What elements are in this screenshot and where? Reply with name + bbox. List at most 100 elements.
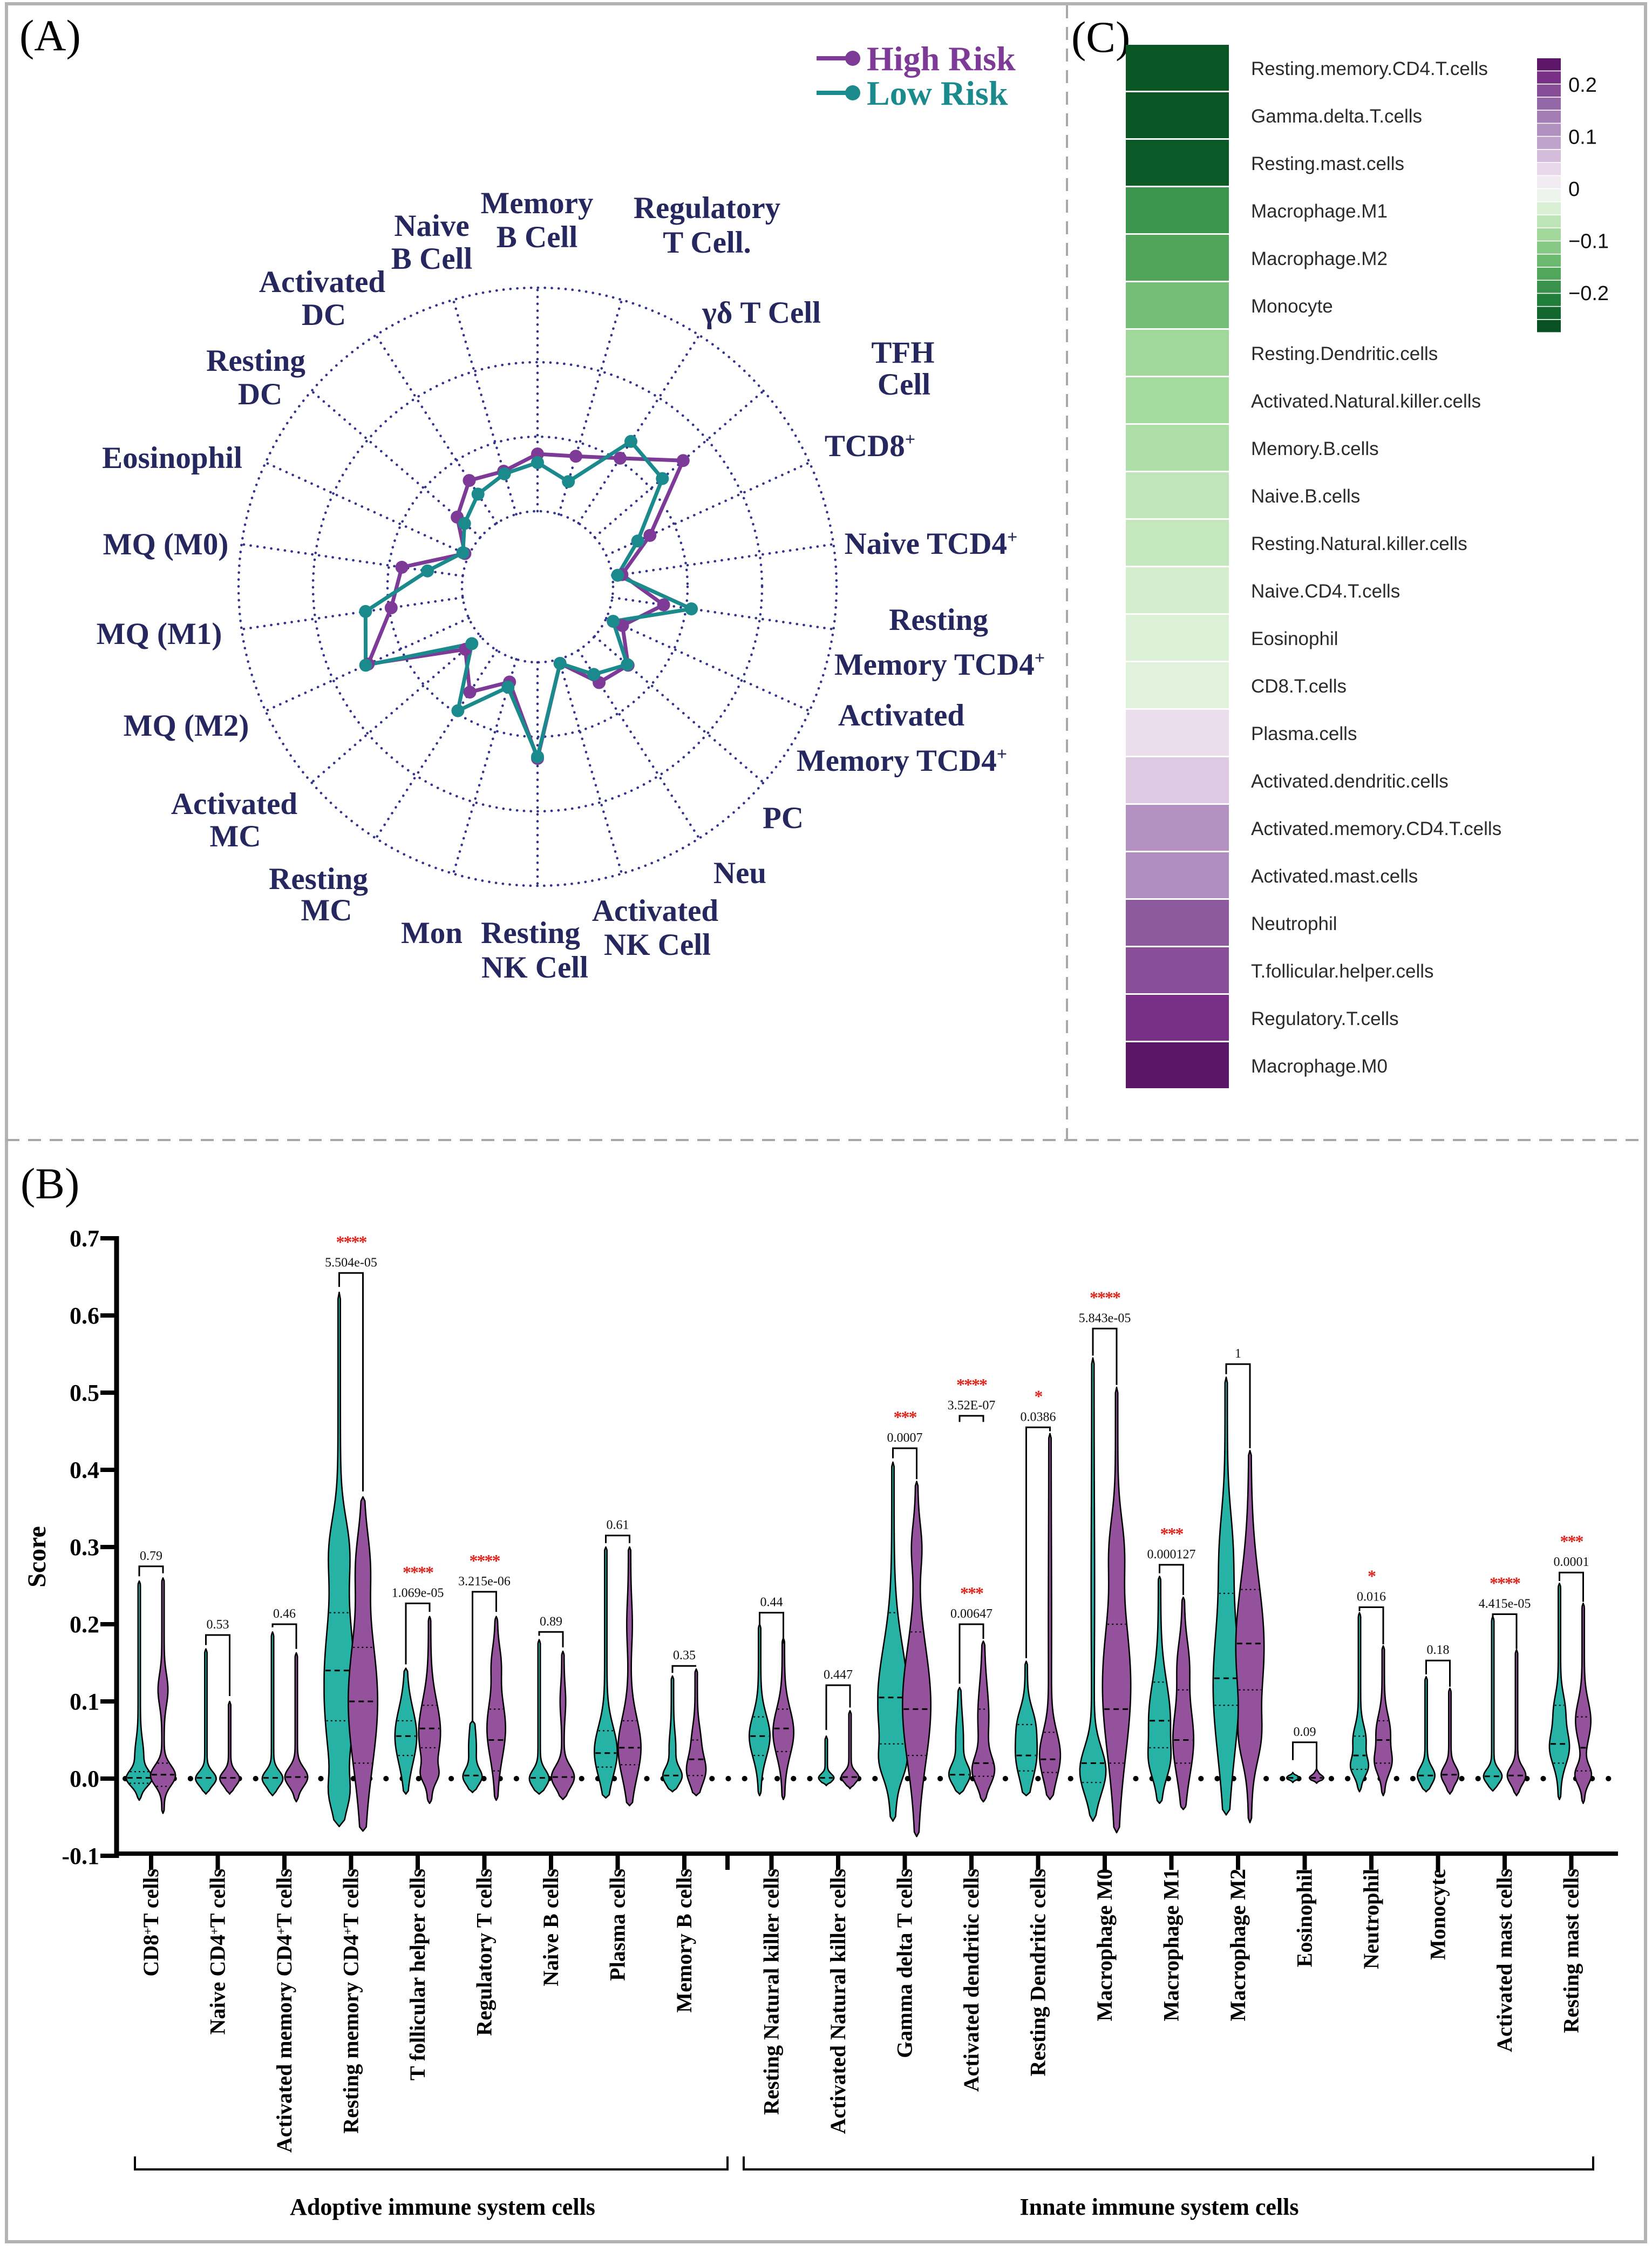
svg-text:0.6: 0.6 [70, 1303, 99, 1329]
svg-text:***: *** [1160, 1524, 1184, 1543]
svg-text:Monocyte: Monocyte [1251, 296, 1333, 317]
svg-text:Plasma.cells: Plasma.cells [1251, 723, 1357, 744]
svg-text:Resting.memory.CD4.T.cells: Resting.memory.CD4.T.cells [1251, 58, 1488, 79]
svg-text:(A): (A) [19, 11, 81, 60]
svg-text:Activated memory CD4+T cells: Activated memory CD4+T cells [272, 1869, 296, 2153]
svg-text:Activated: Activated [838, 698, 965, 732]
svg-text:0.53: 0.53 [207, 1618, 229, 1632]
svg-text:0.0: 0.0 [70, 1766, 99, 1792]
svg-text:0.00647: 0.00647 [950, 1607, 992, 1621]
svg-text:1: 1 [1235, 1347, 1241, 1361]
svg-text:0.35: 0.35 [673, 1649, 696, 1663]
svg-text:Activated: Activated [259, 265, 386, 299]
svg-text:****: **** [403, 1562, 433, 1582]
svg-text:High Risk: High Risk [867, 39, 1016, 78]
svg-text:Gamma.delta.T.cells: Gamma.delta.T.cells [1251, 106, 1422, 127]
svg-text:Regulatory.T.cells: Regulatory.T.cells [1251, 1008, 1399, 1029]
svg-text:***: *** [894, 1407, 917, 1427]
svg-text:-0.1: -0.1 [62, 1843, 99, 1869]
svg-text:***: *** [1560, 1531, 1583, 1551]
svg-text:*: * [1368, 1566, 1376, 1586]
svg-text:MC: MC [210, 819, 261, 853]
svg-text:Low Risk: Low Risk [867, 74, 1008, 112]
svg-text:Macrophage M1: Macrophage M1 [1159, 1869, 1184, 2022]
svg-text:0.89: 0.89 [540, 1615, 562, 1629]
svg-text:0.1: 0.1 [1568, 126, 1597, 149]
svg-text:1.069e-05: 1.069e-05 [392, 1586, 444, 1600]
svg-text:Activated Natural killer cells: Activated Natural killer cells [826, 1869, 850, 2134]
svg-text:0: 0 [1568, 178, 1580, 201]
svg-text:Regulatory T cells: Regulatory T cells [472, 1869, 497, 2036]
svg-text:Resting: Resting [206, 344, 305, 378]
svg-text:Memory TCD4+: Memory TCD4+ [797, 744, 1007, 778]
svg-text:0.4: 0.4 [70, 1457, 99, 1483]
svg-text:Activated.memory.CD4.T.cells: Activated.memory.CD4.T.cells [1251, 818, 1501, 839]
svg-text:Naive: Naive [394, 209, 469, 243]
svg-text:Neutrophil: Neutrophil [1359, 1869, 1383, 1969]
svg-text:****: **** [1090, 1287, 1120, 1307]
svg-text:MC: MC [301, 893, 352, 927]
svg-text:0.09: 0.09 [1294, 1725, 1316, 1739]
svg-text:5.843e-05: 5.843e-05 [1079, 1311, 1131, 1325]
svg-text:Macrophage.M1: Macrophage.M1 [1251, 201, 1388, 222]
svg-text:(C): (C) [1071, 12, 1130, 62]
svg-text:NK Cell: NK Cell [481, 951, 588, 985]
svg-text:Resting mast cells: Resting mast cells [1559, 1869, 1583, 2033]
svg-text:Memory B cells: Memory B cells [672, 1869, 696, 2013]
svg-text:0.46: 0.46 [273, 1607, 296, 1621]
svg-text:0.2: 0.2 [1568, 74, 1597, 97]
svg-text:MQ (M2): MQ (M2) [124, 709, 249, 743]
svg-text:Naive CD4+T cells: Naive CD4+T cells [206, 1869, 230, 2034]
svg-text:****: **** [1490, 1573, 1520, 1592]
svg-text:0.3: 0.3 [70, 1534, 99, 1561]
svg-text:DC: DC [238, 377, 282, 411]
svg-text:*: * [1035, 1386, 1043, 1406]
svg-text:Resting.mast.cells: Resting.mast.cells [1251, 153, 1404, 174]
svg-text:Naive B cells: Naive B cells [539, 1869, 563, 1986]
svg-text:Naive.CD4.T.cells: Naive.CD4.T.cells [1251, 581, 1400, 602]
svg-text:0.44: 0.44 [760, 1596, 783, 1610]
svg-text:Activated.dendritic.cells: Activated.dendritic.cells [1251, 771, 1449, 792]
svg-text:Eosinophil: Eosinophil [1251, 628, 1338, 649]
svg-text:0.0386: 0.0386 [1021, 1410, 1056, 1424]
svg-text:Activated mast cells: Activated mast cells [1492, 1869, 1517, 2052]
svg-text:MQ (M1): MQ (M1) [97, 617, 222, 651]
svg-text:Resting.Natural.killer.cells: Resting.Natural.killer.cells [1251, 533, 1467, 554]
svg-text:3.52E-07: 3.52E-07 [948, 1399, 996, 1413]
svg-text:***: *** [960, 1583, 983, 1603]
svg-text:MQ (M0): MQ (M0) [103, 527, 229, 561]
svg-text:0.61: 0.61 [607, 1518, 629, 1532]
svg-text:Macrophage M0: Macrophage M0 [1092, 1869, 1117, 2022]
svg-text:Macrophage M2: Macrophage M2 [1226, 1869, 1250, 2022]
svg-text:Naive.B.cells: Naive.B.cells [1251, 486, 1360, 507]
svg-text:Resting memory CD4+T cells: Resting memory CD4+T cells [339, 1869, 363, 2134]
svg-text:Innate immune system cells: Innate immune system cells [1020, 2194, 1299, 2220]
svg-text:Activated dendritic cells: Activated dendritic cells [959, 1869, 983, 2092]
svg-text:−0.2: −0.2 [1568, 282, 1609, 305]
svg-text:0.79: 0.79 [140, 1549, 162, 1563]
svg-text:Plasma cells: Plasma cells [606, 1869, 630, 1981]
svg-text:Neu: Neu [713, 856, 766, 890]
svg-text:Resting.Dendritic.cells: Resting.Dendritic.cells [1251, 343, 1438, 364]
svg-text:0.7: 0.7 [70, 1225, 99, 1252]
svg-text:−0.1: −0.1 [1568, 230, 1609, 253]
svg-text:Resting Dendritic cells: Resting Dendritic cells [1026, 1869, 1050, 2076]
svg-text:Activated.Natural.killer.cells: Activated.Natural.killer.cells [1251, 391, 1481, 412]
svg-text:0.0001: 0.0001 [1554, 1555, 1589, 1569]
svg-text:Adoptive immune system cells: Adoptive immune system cells [290, 2194, 595, 2220]
svg-text:Resting: Resting [481, 916, 580, 950]
svg-text:Resting: Resting [269, 862, 368, 896]
svg-text:0.000127: 0.000127 [1147, 1548, 1196, 1562]
svg-text:Activated: Activated [592, 894, 719, 928]
svg-text:0.447: 0.447 [824, 1668, 853, 1682]
svg-text:Regulatory: Regulatory [634, 191, 780, 225]
svg-text:(B): (B) [21, 1159, 79, 1208]
svg-text:T Cell.: T Cell. [663, 226, 751, 260]
svg-text:0.1: 0.1 [70, 1688, 99, 1715]
svg-text:3.215e-06: 3.215e-06 [458, 1575, 511, 1589]
svg-text:0.5: 0.5 [70, 1380, 99, 1406]
svg-text:Eosinophil: Eosinophil [102, 441, 242, 475]
svg-text:Monocyte: Monocyte [1426, 1869, 1450, 1960]
svg-text:NK Cell: NK Cell [604, 928, 711, 962]
svg-text:DC: DC [302, 298, 346, 332]
